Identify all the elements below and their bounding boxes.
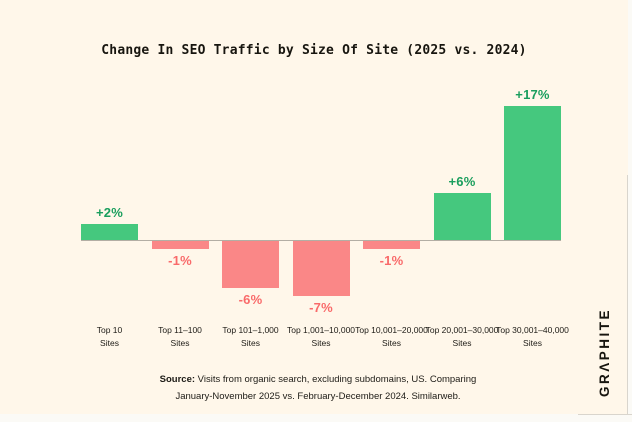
graphite-logo: GRΛPHITE [597, 307, 612, 397]
bar-value-label: +17% [515, 87, 550, 102]
source-note: Source: Visits from organic search, excl… [0, 371, 632, 405]
bar-value-label: -7% [309, 300, 333, 315]
page-corner-border-bottom [578, 414, 632, 422]
category-label: Top 101–1,000 Sites [222, 325, 279, 348]
bar-value-label: -1% [379, 253, 404, 268]
category-label: Top 10,001–20,000 Sites [355, 325, 428, 348]
source-text-line1: Visits from organic search, excluding su… [195, 374, 477, 385]
chart-card: Change In SEO Traffic by Size Of Site (2… [0, 0, 628, 414]
bar-value-label: +2% [96, 205, 123, 220]
chart-title: Change In SEO Traffic by Size Of Site (2… [101, 42, 527, 58]
category-label: Top 1,001–10,000 Sites [286, 325, 356, 348]
category-label: Top 10 Sites [96, 325, 123, 348]
bar-3 [222, 241, 279, 288]
bar-2 [151, 241, 209, 249]
bar-value-label: -6% [238, 292, 263, 307]
category-label: Top 30,001–40,000 Sites [496, 325, 569, 348]
page-corner-border-right [627, 175, 632, 421]
bar-chart: +2% Top 10 Sites -1% Top 11–100 Sites -6% Top… [81, 87, 569, 348]
category-label: Top 11–100 Sites [158, 325, 202, 348]
bar-1 [81, 224, 138, 240]
source-label: Source: [159, 374, 196, 385]
category-label: Top 20,001–30,000 Sites [425, 325, 499, 348]
bar-4 [292, 241, 350, 296]
bar-7 [504, 106, 561, 240]
x-axis-line [81, 240, 561, 241]
bar-5 [363, 241, 420, 249]
bar-value-label: -1% [168, 253, 192, 268]
bar-6 [433, 193, 491, 240]
bar-value-label: +6% [448, 174, 476, 189]
source-text-line2: January-November 2025 vs. February-Decem… [175, 391, 461, 402]
